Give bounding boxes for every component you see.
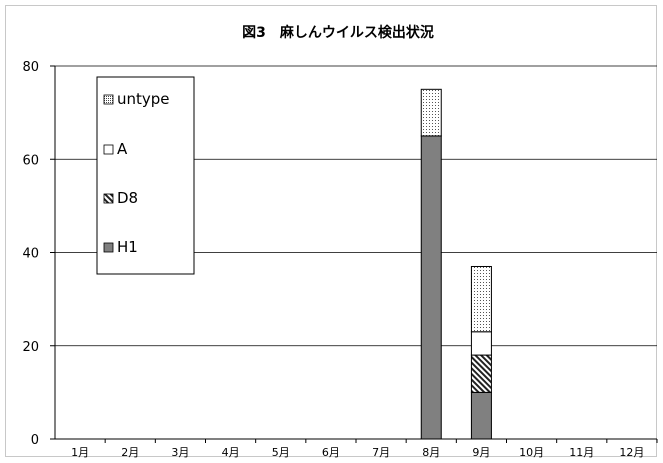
x-tick-label: 8月 [422, 446, 440, 459]
y-axis-ticks: 0 20 40 60 80 [22, 60, 55, 448]
legend-label-untype: untype [117, 90, 170, 108]
x-tick-label: 5月 [272, 446, 290, 459]
x-tick-label: 2月 [121, 446, 139, 459]
x-tick-label: 4月 [222, 446, 240, 459]
legend-label-a: A [117, 140, 128, 158]
legend-box [96, 76, 195, 275]
y-tick-label: 80 [22, 60, 39, 75]
legend: untype A D8 H1 [96, 76, 195, 275]
x-tick-label: 10月 [519, 446, 544, 459]
bars [420, 88, 492, 440]
x-tick-label: 12月 [619, 446, 644, 459]
bar-segment-h1 [420, 135, 442, 440]
chart-title: 図3 麻しんウイルス検出状況 [242, 24, 434, 41]
legend-swatch-h1 [103, 242, 114, 253]
legend-swatch-d8 [103, 193, 114, 204]
bar-segment-h1 [470, 391, 492, 440]
x-tick-label: 3月 [171, 446, 189, 459]
y-tick-label: 60 [22, 153, 39, 168]
x-tick-label: 11月 [569, 446, 594, 459]
x-tick-label: 7月 [372, 446, 390, 459]
legend-label-d8: D8 [117, 189, 138, 207]
legend-swatch-untype [103, 94, 114, 105]
x-tick-label: 9月 [472, 446, 490, 459]
x-axis-ticks: 1月 2月 3月 4月 5月 6月 7月 8月 9月 10月 11月 12月 [71, 439, 658, 459]
bar-segment-d8 [470, 354, 492, 393]
bar-segment-untype [470, 265, 492, 333]
legend-label-h1: H1 [117, 238, 138, 256]
y-tick-label: 20 [22, 340, 39, 355]
legend-swatch-a [103, 144, 114, 155]
x-tick-label: 6月 [322, 446, 340, 459]
x-tick-label: 1月 [71, 446, 89, 459]
bar-segment-untype [420, 88, 442, 137]
bar-segment-a [470, 331, 492, 356]
y-tick-label: 0 [31, 433, 39, 448]
y-tick-label: 40 [22, 247, 39, 262]
